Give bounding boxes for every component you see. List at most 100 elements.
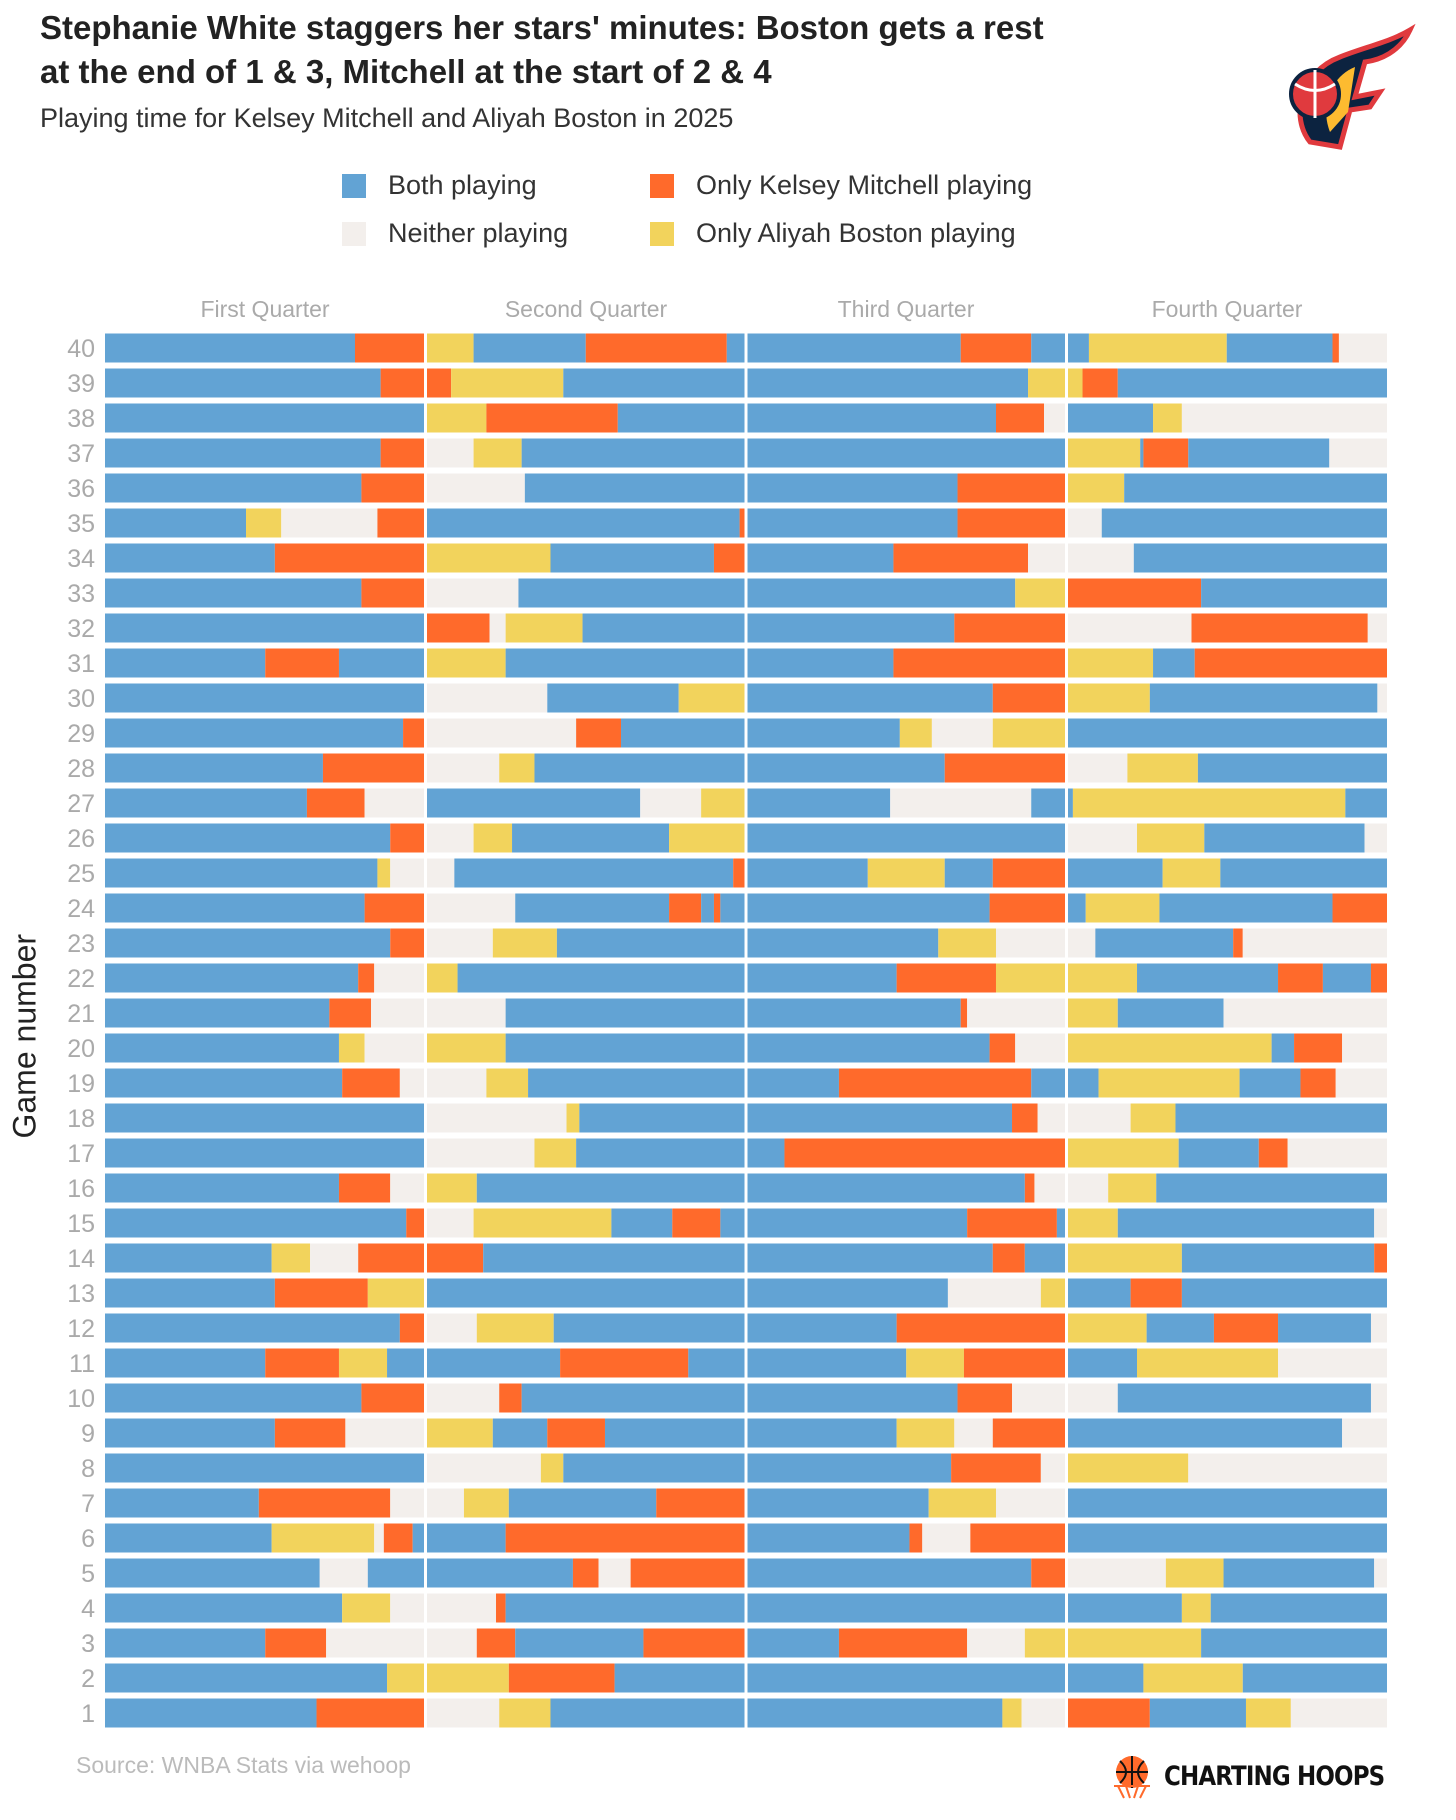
segment-B xyxy=(515,893,670,923)
segment-A xyxy=(1066,1208,1118,1238)
segment-B xyxy=(746,823,1067,853)
segment-N xyxy=(1290,1698,1387,1728)
segment-A xyxy=(1066,473,1125,503)
segment-K xyxy=(739,508,746,538)
segment-A xyxy=(425,1173,477,1203)
segment-B xyxy=(1149,683,1378,713)
segment-B xyxy=(1066,1418,1343,1448)
segment-A xyxy=(669,823,746,853)
segment-B xyxy=(1031,333,1089,363)
segment-B xyxy=(1066,1348,1138,1378)
segment-K xyxy=(957,473,1067,503)
segment-K xyxy=(960,998,968,1028)
segment-K xyxy=(630,1558,746,1588)
chart-title-line-2: at the end of 1 & 3, Mitchell at the sta… xyxy=(40,53,772,90)
segment-B xyxy=(528,1068,839,1098)
segment-A xyxy=(1143,1663,1243,1693)
segment-A xyxy=(1130,1103,1176,1133)
game-number-label: 32 xyxy=(67,615,95,643)
segment-A xyxy=(425,1418,493,1448)
segment-B xyxy=(425,508,740,538)
segment-B xyxy=(1140,438,1144,468)
segment-B xyxy=(105,473,362,503)
segment-K xyxy=(656,1488,746,1518)
game-number-label: 36 xyxy=(67,475,95,503)
segment-B xyxy=(105,1593,343,1623)
segment-A xyxy=(1162,858,1221,888)
segment-A xyxy=(1066,1453,1189,1483)
segment-N xyxy=(922,1523,971,1553)
segment-N xyxy=(425,1103,567,1133)
segment-B xyxy=(476,1173,1025,1203)
game-number-label: 38 xyxy=(67,405,95,433)
segment-B xyxy=(944,858,993,888)
segment-B xyxy=(1146,1313,1214,1343)
segment-B xyxy=(579,1103,1013,1133)
segment-K xyxy=(643,1628,746,1658)
segment-K xyxy=(1012,1103,1038,1133)
segment-A xyxy=(1137,823,1205,853)
segment-K xyxy=(274,1418,346,1448)
segment-N xyxy=(1066,613,1192,643)
segment-K xyxy=(499,1383,522,1413)
segment-A xyxy=(338,1348,388,1378)
segment-B xyxy=(105,683,426,713)
segment-K xyxy=(1294,1033,1343,1063)
segment-N xyxy=(1377,683,1387,713)
segment-K xyxy=(1300,1068,1336,1098)
segment-N xyxy=(425,753,500,783)
segment-B xyxy=(105,1138,426,1168)
segment-K xyxy=(1233,928,1243,958)
segment-K xyxy=(496,1593,506,1623)
segment-N xyxy=(1338,333,1387,363)
segment-N xyxy=(390,1593,497,1623)
segment-K xyxy=(390,823,426,853)
segment-N xyxy=(1021,1698,1067,1728)
segment-A xyxy=(463,1488,509,1518)
segment-K xyxy=(989,893,1067,923)
segment-K xyxy=(258,1488,391,1518)
segment-B xyxy=(1095,928,1234,958)
segment-N xyxy=(374,963,426,993)
segment-N xyxy=(598,1558,631,1588)
indiana-fever-logo xyxy=(1289,23,1416,150)
segment-K xyxy=(1194,648,1387,678)
segment-A xyxy=(1085,893,1160,923)
game-number-label: 14 xyxy=(67,1245,95,1273)
segment-B xyxy=(425,1278,948,1308)
segment-B xyxy=(521,1383,958,1413)
segment-A xyxy=(1066,438,1141,468)
segment-A xyxy=(425,543,551,573)
segment-B xyxy=(105,998,330,1028)
segment-B xyxy=(746,1523,910,1553)
segment-A xyxy=(425,333,474,363)
segment-K xyxy=(963,1348,1067,1378)
segment-N xyxy=(967,998,1067,1028)
game-number-label: 26 xyxy=(67,825,95,853)
game-number-label: 21 xyxy=(67,1000,95,1028)
segment-B xyxy=(492,1418,548,1448)
quarter-label-4: Fourth Quarter xyxy=(1151,296,1303,322)
legend-swatch xyxy=(650,221,674,246)
segment-B xyxy=(563,368,1029,398)
segment-N xyxy=(1342,1033,1387,1063)
segment-K xyxy=(713,893,721,923)
segment-B xyxy=(105,1698,317,1728)
segment-B xyxy=(1226,333,1333,363)
game-number-label: 23 xyxy=(67,930,95,958)
segment-N xyxy=(1374,1558,1387,1588)
segment-K xyxy=(1374,1243,1387,1273)
segment-N xyxy=(1242,928,1387,958)
game-number-label: 10 xyxy=(67,1385,95,1413)
segment-K xyxy=(342,1068,400,1098)
segment-K xyxy=(951,1453,1041,1483)
segment-A xyxy=(473,823,513,853)
segment-B xyxy=(105,718,404,748)
segment-K xyxy=(274,1278,368,1308)
segment-N xyxy=(425,718,577,748)
segment-K xyxy=(377,508,426,538)
segment-B xyxy=(1242,1663,1387,1693)
segment-K xyxy=(358,963,375,993)
segment-K xyxy=(274,543,426,573)
segment-B xyxy=(105,613,426,643)
